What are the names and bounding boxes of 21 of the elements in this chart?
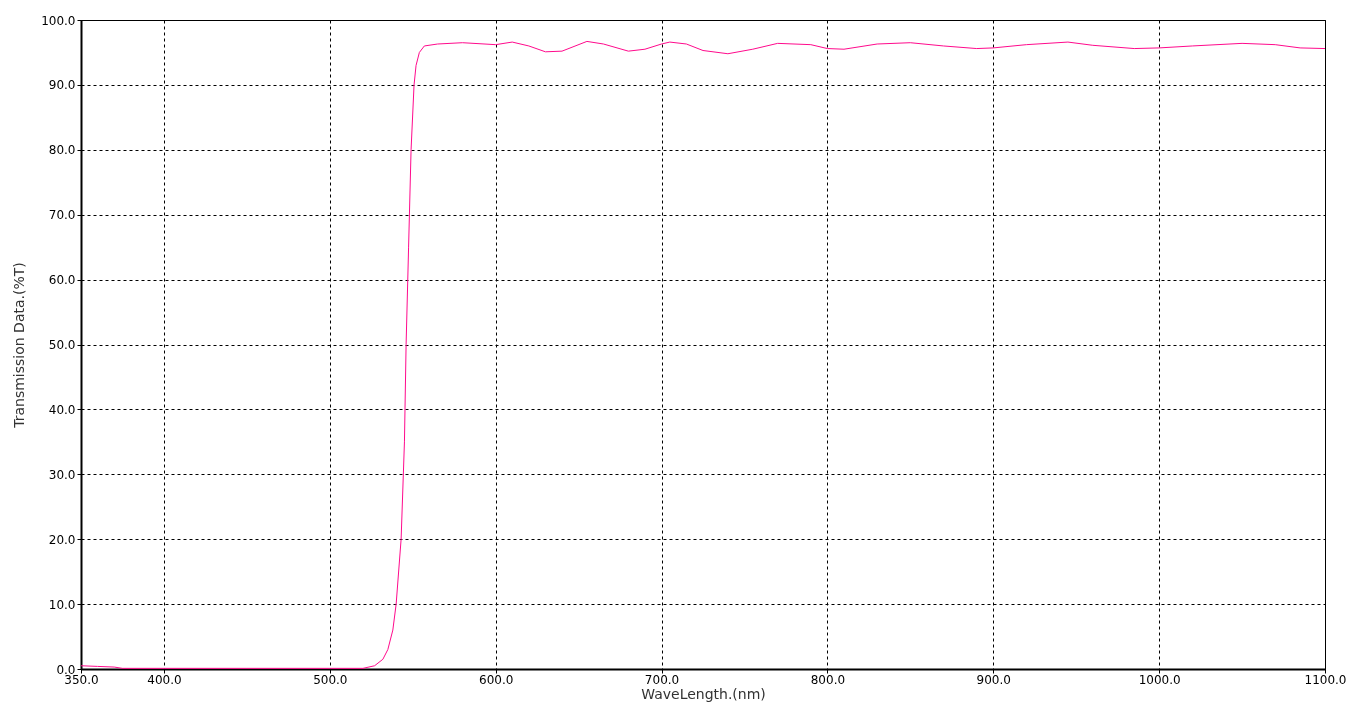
y-tick-label: 50.0 (48, 338, 76, 352)
y-axis-title: Transmission Data.(%T) (11, 262, 28, 429)
y-tick-label: 30.0 (48, 467, 76, 482)
y-tick-label: 90.0 (48, 78, 76, 93)
y-tick-label: 40.0 (48, 402, 76, 417)
x-tick-label: 600.0 (478, 672, 514, 687)
x-tick-label: 800.0 (810, 672, 846, 687)
y-tick-label: 60.0 (48, 273, 76, 288)
x-tick-label: 1100.0 (1304, 672, 1347, 687)
y-tick-label: 20.0 (48, 532, 76, 547)
x-tick-label: 700.0 (644, 672, 680, 687)
y-tick-label: 80.0 (48, 143, 76, 158)
x-axis-title: WaveLength.(nm) (641, 685, 766, 702)
x-tick-label: 350.0 (64, 672, 99, 687)
x-tick-label: 400.0 (147, 672, 182, 687)
x-tick-label: 900.0 (976, 672, 1011, 687)
y-tick-label: 10.0 (48, 597, 76, 612)
x-tick-label: 500.0 (313, 672, 348, 687)
x-tick-label: 1000.0 (1138, 672, 1181, 687)
y-tick-label: 70.0 (48, 208, 76, 223)
y-tick-label: 100.0 (41, 13, 76, 28)
